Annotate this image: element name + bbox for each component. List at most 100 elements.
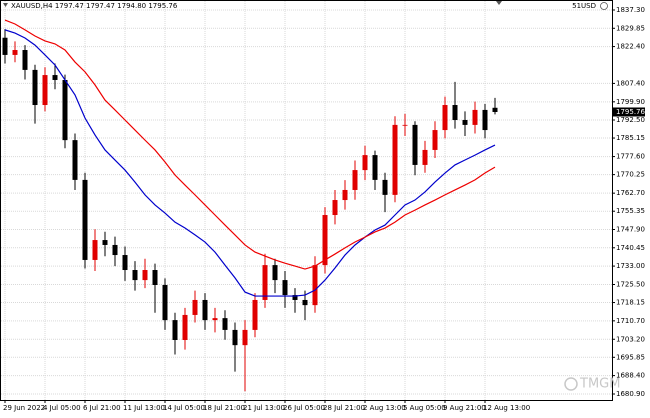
candle-body (262, 265, 268, 300)
x-tick-label: 28 Jul 21:00 (323, 404, 365, 412)
x-tick-label: 26 Jul 05:00 (283, 404, 325, 412)
candle-body (172, 320, 178, 340)
y-tick-label: 1725.50 (616, 281, 645, 289)
candle-body (52, 75, 58, 80)
y-tick-label: 1733.00 (616, 262, 645, 270)
x-tick-label: 18 Jul 21:00 (203, 404, 245, 412)
candle-body (72, 140, 78, 180)
y-tick-label: 1762.70 (616, 189, 645, 197)
candle-body (362, 155, 368, 171)
x-tick-label: 11 Jul 13:00 (123, 404, 165, 412)
x-tick-label: 12 Aug 13:00 (483, 404, 530, 412)
candle-body (162, 284, 168, 321)
y-tick-label: 1822.40 (616, 43, 645, 51)
candle-body (12, 50, 18, 55)
candle-body (292, 295, 298, 300)
currency-icon (600, 2, 608, 10)
candle-body (192, 299, 198, 315)
candle-body (92, 240, 98, 260)
y-tick-label: 1755.35 (616, 207, 645, 215)
candle-body (62, 79, 68, 141)
moving-average (4, 29, 496, 297)
candle-body (2, 37, 8, 55)
watermark: TMGM (579, 377, 620, 392)
y-tick-label: 1718.15 (616, 299, 645, 307)
candle-body (102, 240, 108, 245)
candle-body (312, 265, 318, 306)
x-tick-label: 6 Jul 21:00 (83, 404, 121, 412)
y-tick-label: 1688.40 (616, 372, 645, 380)
candle-body (282, 280, 288, 296)
candle-body (432, 130, 438, 150)
candle-body (42, 75, 48, 106)
candle-body (232, 329, 238, 346)
moving-average (4, 19, 496, 270)
symbol-icon (3, 3, 8, 7)
y-tick-label: 1829.85 (616, 24, 645, 32)
x-tick-label: 29 Jun 2022 (3, 404, 45, 412)
chart-header: XAUUSD,H4 1797.47 1797.47 1794.80 1795.7… (11, 2, 178, 10)
candle-body (152, 270, 158, 285)
y-tick-label: 1703.20 (616, 335, 645, 343)
x-tick-label: 14 Jul 05:00 (163, 404, 205, 412)
candle-body (302, 299, 308, 306)
candle-body (122, 255, 128, 271)
candle-body (402, 124, 408, 126)
y-tick-label: 1792.50 (616, 116, 645, 124)
candle-body (422, 149, 428, 165)
candle-body (492, 107, 498, 112)
y-tick-label: 1785.15 (616, 134, 645, 142)
candle-body (322, 215, 328, 266)
y-tick-label: 1807.40 (616, 79, 645, 87)
x-tick-label: 2 Aug 13:00 (363, 404, 406, 412)
y-tick-label: 1680.90 (616, 390, 645, 398)
currency-label: 51USD (572, 2, 596, 10)
candle-body (462, 119, 468, 125)
y-tick-label: 1770.25 (616, 171, 645, 179)
candle-body (202, 299, 208, 321)
candle-body (392, 124, 398, 195)
candle-body (272, 265, 278, 281)
last-price-label: 1795.76 (616, 108, 645, 116)
plot-frame (0, 0, 613, 401)
candle-body (382, 179, 388, 195)
candle-body (372, 155, 378, 180)
scroll-icon (496, 1, 502, 5)
watermark-logo (564, 377, 578, 391)
grid-layer (1, 1, 612, 400)
y-tick-label: 1740.45 (616, 244, 645, 252)
candle-body (222, 318, 228, 330)
candle-body (82, 179, 88, 260)
candle-body (132, 270, 138, 281)
y-tick-label: 1837.30 (616, 6, 645, 14)
y-tick-label: 1695.85 (616, 353, 645, 361)
x-tick-label: 21 Jul 13:00 (243, 404, 285, 412)
candle-body (452, 105, 458, 120)
candle-body (332, 200, 338, 216)
candle-body (32, 69, 38, 106)
candle-body (242, 329, 248, 346)
candle-body (352, 170, 358, 190)
candle-body (182, 314, 188, 340)
last-price-tag (613, 107, 645, 117)
x-tick-label: 5 Aug 05:00 (403, 404, 446, 412)
candle-body (142, 270, 148, 281)
x-tick-label: 9 Aug 21:00 (443, 404, 486, 412)
y-tick-label: 1799.90 (616, 98, 645, 106)
candle-body (112, 244, 118, 256)
y-tick-label: 1777.60 (616, 153, 645, 161)
x-tick-label: 4 Jul 05:00 (43, 404, 81, 412)
candle-body (212, 318, 218, 321)
candle-body (342, 189, 348, 201)
y-tick-label: 1747.90 (616, 226, 645, 234)
candle-body (482, 109, 488, 131)
candle-body (442, 105, 448, 131)
candle-body (22, 50, 28, 70)
candle-body (252, 299, 258, 330)
marks-layer (2, 19, 498, 392)
y-tick-label: 1710.70 (616, 317, 645, 325)
candle-body (472, 109, 478, 125)
candle-body (412, 124, 418, 165)
